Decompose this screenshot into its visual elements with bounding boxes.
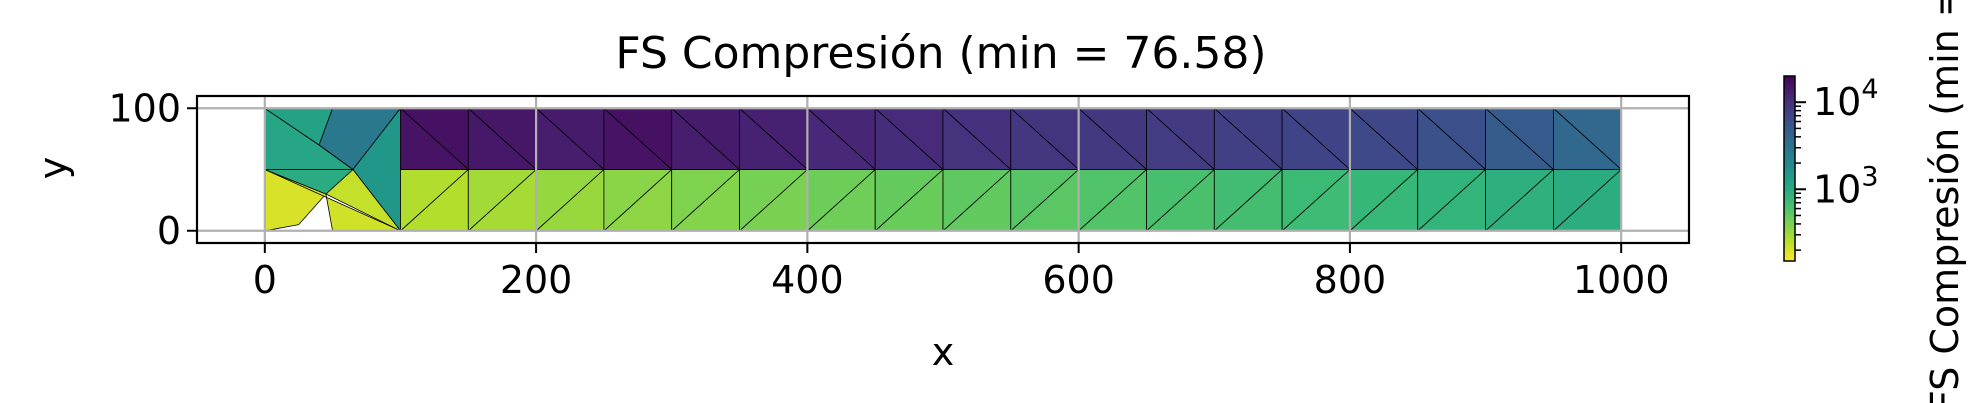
mesh-cell-top-3b [603,107,673,170]
colorbar-tick-label: 103 [1813,161,1879,211]
y-tick-label: 100 [108,86,181,130]
y-axis-label: y [31,157,75,180]
mesh-cell-top-1b [467,107,537,170]
mesh-cell-top-11b [1146,107,1215,170]
axes-frame [195,94,1691,245]
y-tick-label: 0 [157,209,181,253]
mesh-cell-top-8b [942,107,1012,170]
colorbar-label: FS Compresión (min = [1923,0,1967,403]
mesh-cell-top-17b [1553,107,1622,170]
colorbar-bar [1783,75,1796,262]
grid [197,96,1689,243]
chart-title: FS Compresión (min = 76.58) [615,28,1266,79]
x-tick-label: 200 [500,258,573,302]
x-tick-label: 600 [1042,258,1115,302]
mesh-cell-top-15b [1417,107,1486,170]
colorbar-tick-exponent: 4 [1861,74,1878,105]
mesh-cell-top-12b [1213,107,1283,170]
colorbar-tick-exponent: 3 [1861,161,1878,192]
y-axis-ticks: 0 100 [108,86,197,253]
mesh-cell-top-7b [874,107,944,170]
mesh-cell-top-16b [1485,107,1554,170]
mesh-cell-top-5b [739,107,808,170]
mesh-cell-top-9b [1010,107,1079,170]
x-tick-label: 800 [1314,258,1387,302]
mesh-cell-top-13b [1281,107,1351,170]
x-tick-label: 400 [771,258,844,302]
colorbar-tick-label: 104 [1813,74,1879,124]
colorbar-tick-base: 10 [1813,167,1861,211]
mesh-cell-top-4b [671,107,740,170]
x-axis-ticks: 0 200 400 600 800 1000 [253,243,1670,302]
mesh-cell-top-0b [400,107,469,170]
colorbar-tick-base: 10 [1813,80,1861,124]
x-axis-label: x [932,330,955,374]
mesh-plot [264,107,1622,232]
x-tick-label: 1000 [1573,258,1670,302]
x-tick-label: 0 [253,258,277,302]
